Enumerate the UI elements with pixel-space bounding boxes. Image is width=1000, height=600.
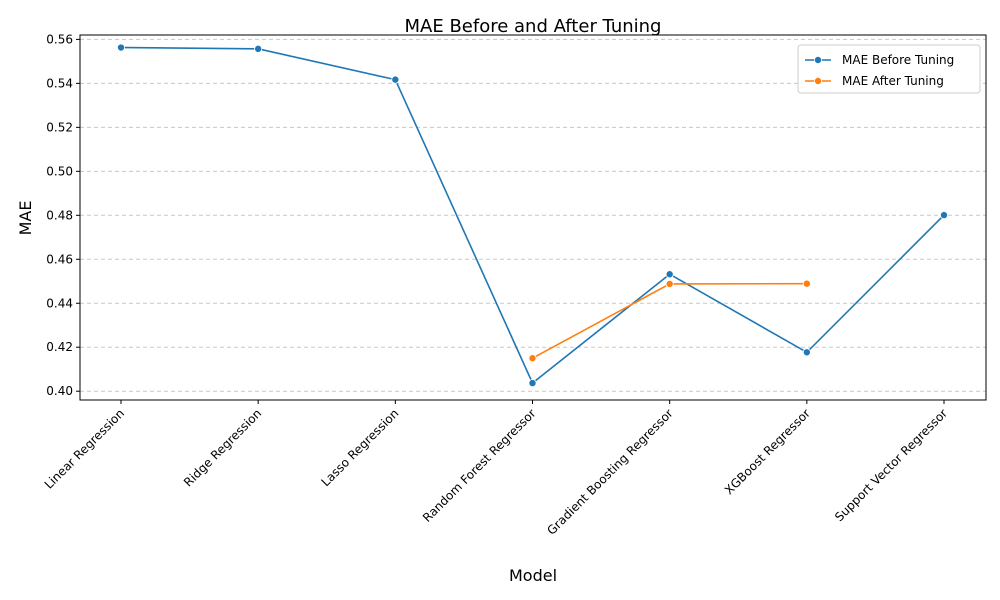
chart-title: MAE Before and After Tuning: [405, 16, 662, 37]
series-layer: [117, 43, 949, 388]
data-point: [802, 279, 811, 288]
data-point: [665, 270, 674, 279]
y-tick-label: 0.56: [46, 32, 73, 46]
legend-box: [797, 44, 981, 94]
y-tick-label: 0.44: [46, 296, 73, 310]
data-point: [528, 354, 537, 363]
legend: MAE Before Tuning MAE After Tuning: [797, 44, 981, 94]
legend-label: MAE After Tuning: [842, 74, 944, 88]
data-point: [391, 75, 400, 84]
data-point: [665, 279, 674, 288]
y-tick-label: 0.40: [46, 384, 73, 398]
data-point: [802, 348, 811, 357]
x-axis-label: Model: [509, 566, 557, 585]
y-tick-label: 0.42: [46, 340, 73, 354]
data-point: [117, 43, 126, 52]
legend-swatch-marker: [814, 77, 823, 86]
legend-label: MAE Before Tuning: [842, 53, 954, 67]
gridlines: [80, 38, 986, 392]
y-tick-label: 0.46: [46, 252, 73, 266]
y-tick-label: 0.48: [46, 208, 73, 222]
y-tick-label: 0.52: [46, 120, 73, 134]
data-point: [528, 379, 537, 388]
data-point: [940, 211, 949, 220]
y-axis-label: MAE: [16, 201, 35, 236]
y-tick-label: 0.50: [46, 164, 73, 178]
y-tick-label: 0.54: [46, 76, 73, 90]
legend-swatch-marker: [814, 56, 823, 65]
data-point: [254, 44, 263, 53]
